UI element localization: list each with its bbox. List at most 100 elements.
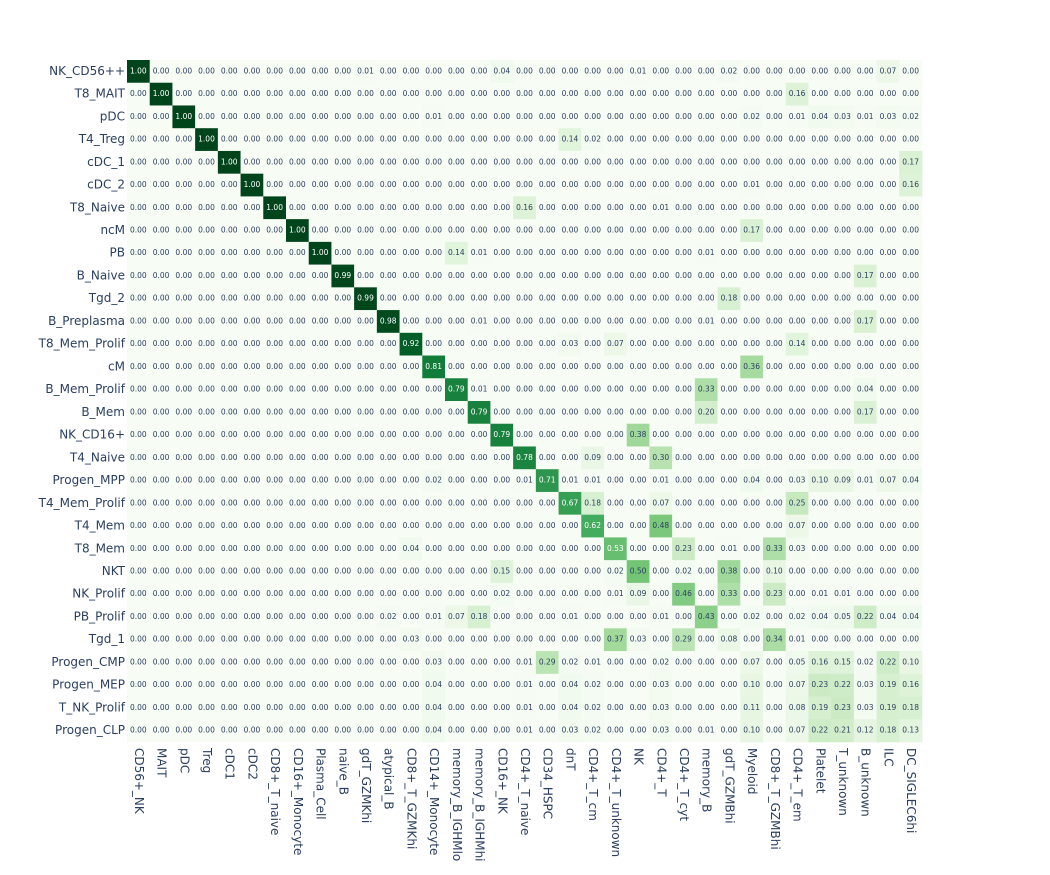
heatmap-cell xyxy=(626,219,650,243)
cell-label: 0.00 xyxy=(221,362,238,371)
heatmap-cell xyxy=(331,332,355,356)
heatmap-cell xyxy=(195,241,219,265)
cell-label: 0.00 xyxy=(380,680,397,689)
cell-label: 0.00 xyxy=(857,203,874,212)
heatmap-cell xyxy=(490,423,514,447)
heatmap-cell xyxy=(853,401,877,425)
cell-label: 0.00 xyxy=(244,680,261,689)
cell-label: 0.79 xyxy=(448,385,465,394)
cell-label: 0.00 xyxy=(721,226,738,235)
y-tick-label: NK_CD56++ xyxy=(49,64,125,78)
heatmap-cell xyxy=(717,105,741,129)
cell-label: 0.00 xyxy=(857,430,874,439)
cell-label: 0.00 xyxy=(425,544,442,553)
cell-label: 0.00 xyxy=(539,430,556,439)
cell-label: 0.03 xyxy=(789,476,806,485)
cell-label: 0.00 xyxy=(334,89,351,98)
heatmap-cell xyxy=(172,219,196,243)
cell-label: 0.00 xyxy=(334,657,351,666)
heatmap-cell xyxy=(876,469,900,493)
cell-label: 0.00 xyxy=(834,157,851,166)
heatmap-cell xyxy=(740,401,764,425)
heatmap-cell xyxy=(853,219,877,243)
heatmap-cell xyxy=(694,378,718,402)
cell-label: 0.01 xyxy=(584,476,601,485)
heatmap-cell xyxy=(808,173,832,197)
heatmap-cell xyxy=(172,60,196,84)
heatmap-cell xyxy=(308,401,332,425)
cell-label: 0.00 xyxy=(721,203,738,212)
cell-label: 0.00 xyxy=(403,89,420,98)
heatmap-cell xyxy=(172,332,196,356)
heatmap-cell xyxy=(490,128,514,152)
cell-label: 0.01 xyxy=(471,316,488,325)
cell-label: 0.00 xyxy=(221,680,238,689)
cell-label: 0.00 xyxy=(175,612,192,621)
heatmap-cell xyxy=(354,105,378,129)
cell-label: 0.01 xyxy=(425,612,442,621)
cell-label: 0.00 xyxy=(902,135,919,144)
cell-label: 0.00 xyxy=(312,407,329,416)
cell-label: 0.04 xyxy=(493,66,510,75)
heatmap-cell xyxy=(626,332,650,356)
cell-label: 0.00 xyxy=(312,180,329,189)
y-tick-label: PB xyxy=(110,246,125,260)
cell-label: 0.00 xyxy=(244,89,261,98)
cell-label: 0.00 xyxy=(811,498,828,507)
heatmap-cell xyxy=(740,150,764,174)
cell-label: 0.00 xyxy=(675,726,692,735)
heatmap-cell xyxy=(717,287,741,311)
x-tick-label: CD8+_T_GZMBhi xyxy=(768,748,782,850)
heatmap-cell xyxy=(286,150,310,174)
cell-label: 0.00 xyxy=(266,635,283,644)
cell-label: 0.00 xyxy=(266,316,283,325)
heatmap-cell xyxy=(535,105,559,129)
heatmap-cell xyxy=(785,446,809,470)
cell-label: 0.00 xyxy=(539,135,556,144)
cell-label: 0.07 xyxy=(652,498,669,507)
y-tick-label: Tgd_2 xyxy=(88,291,125,305)
cell-label: 0.00 xyxy=(698,203,715,212)
heatmap-cell xyxy=(422,173,446,197)
heatmap-cell xyxy=(308,469,332,493)
cell-label: 0.00 xyxy=(425,521,442,530)
cell-label: 0.00 xyxy=(130,248,147,257)
cell-label: 0.00 xyxy=(334,157,351,166)
cell-label: 0.00 xyxy=(721,316,738,325)
cell-label: 0.00 xyxy=(743,567,760,576)
heatmap-cell xyxy=(604,310,628,334)
heatmap-cell xyxy=(354,150,378,174)
cell-label: 0.00 xyxy=(493,248,510,257)
cell-label: 0.00 xyxy=(403,180,420,189)
cell-label: 0.00 xyxy=(516,112,533,121)
heatmap-cell xyxy=(899,196,923,220)
cell-label: 0.14 xyxy=(562,135,579,144)
cell-label: 0.00 xyxy=(266,112,283,121)
heatmap-cell xyxy=(149,264,173,288)
cell-label: 0.00 xyxy=(562,226,579,235)
cell-label: 0.00 xyxy=(902,589,919,598)
cell-label: 0.00 xyxy=(698,476,715,485)
heatmap-cell xyxy=(263,446,287,470)
cell-label: 0.00 xyxy=(334,339,351,348)
cell-label: 0.00 xyxy=(289,203,306,212)
cell-label: 0.00 xyxy=(766,498,783,507)
heatmap-cell xyxy=(263,219,287,243)
cell-label: 0.01 xyxy=(630,66,647,75)
cell-label: 0.00 xyxy=(584,339,601,348)
heatmap-cell xyxy=(308,196,332,220)
cell-label: 0.00 xyxy=(198,726,215,735)
cell-label: 0.00 xyxy=(380,157,397,166)
cell-label: 1.00 xyxy=(175,112,192,121)
cell-label: 0.00 xyxy=(130,567,147,576)
cell-label: 0.00 xyxy=(471,680,488,689)
heatmap-cell xyxy=(785,219,809,243)
cell-label: 0.00 xyxy=(562,316,579,325)
heatmap-cell xyxy=(672,423,696,447)
heatmap-cell xyxy=(581,401,605,425)
cell-label: 0.00 xyxy=(175,567,192,576)
cell-label: 0.00 xyxy=(425,385,442,394)
cell-label: 0.00 xyxy=(834,498,851,507)
cell-label: 0.00 xyxy=(834,385,851,394)
heatmap-cell xyxy=(490,355,514,379)
